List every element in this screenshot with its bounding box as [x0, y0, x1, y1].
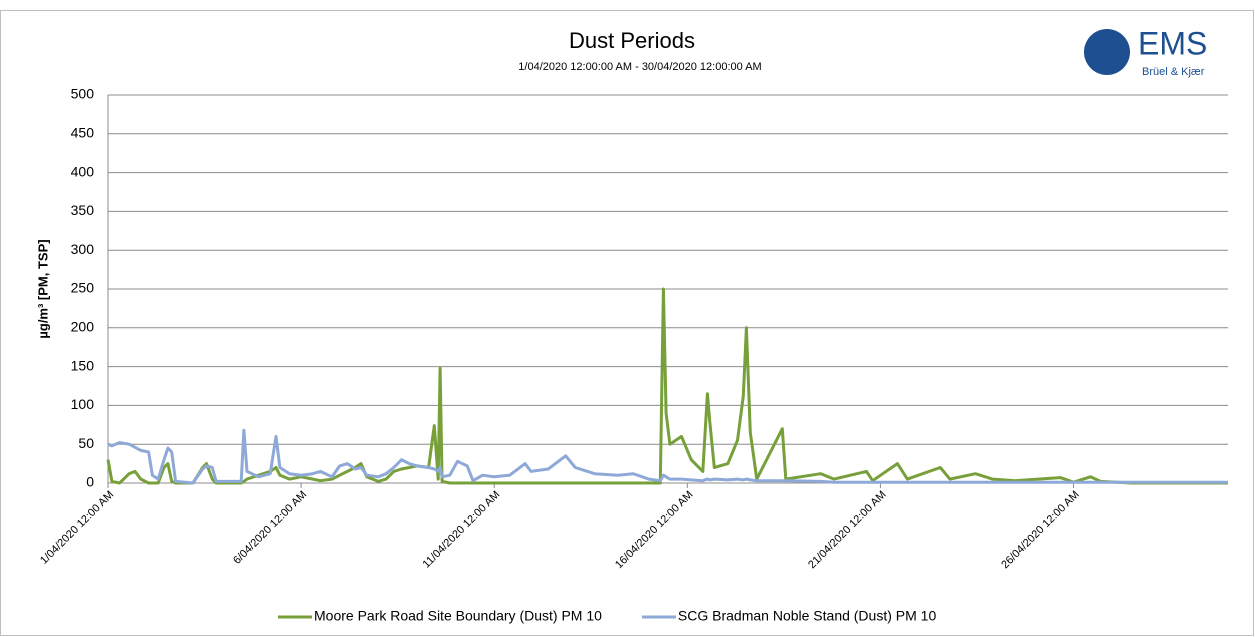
series-line	[107, 428, 1228, 485]
y-tick-label: 200	[71, 319, 95, 335]
logo: EMS Brüel & Kjær	[1084, 25, 1207, 78]
y-tick-label: 250	[71, 280, 95, 296]
y-tick-label: 350	[71, 202, 95, 218]
chart-title: Dust Periods	[569, 28, 695, 53]
y-tick-label: 300	[71, 241, 95, 257]
y-tick-label: 400	[71, 163, 95, 179]
chart-frame	[0, 10, 1254, 636]
legend-label: SCG Bradman Noble Stand (Dust) PM 10	[678, 608, 937, 624]
legend-label: Moore Park Road Site Boundary (Dust) PM …	[314, 608, 602, 624]
y-tick-label: 0	[86, 474, 94, 490]
logo-tagline: Brüel & Kjær	[1142, 66, 1205, 78]
series-line	[106, 287, 1228, 485]
chart-subtitle: 1/04/2020 12:00:00 AM - 30/04/2020 12:00…	[518, 61, 761, 73]
y-tick-label: 50	[78, 435, 94, 451]
y-tick-label: 100	[71, 396, 95, 412]
y-tick-label: 450	[71, 125, 95, 141]
y-tick-label: 150	[71, 357, 95, 373]
logo-mark	[1084, 29, 1130, 75]
logo-name: EMS	[1138, 25, 1207, 61]
y-axis-label: µg/m³ [PM, TSP]	[35, 239, 50, 338]
y-tick-label: 500	[71, 86, 95, 102]
